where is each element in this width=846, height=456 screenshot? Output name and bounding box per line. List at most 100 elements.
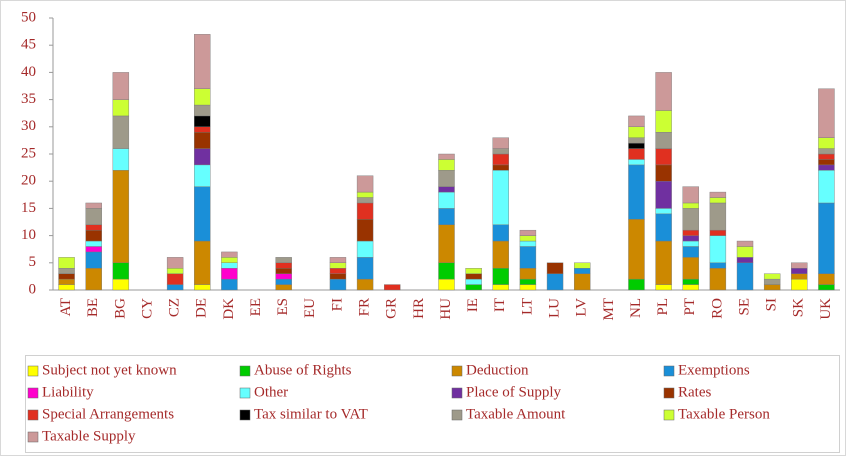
bar-segment [573,262,591,269]
bar-segment [818,159,835,166]
bar-segment [194,88,211,106]
x-tick-label: SK [791,298,807,317]
bar-segment [58,284,75,291]
x-tick-label: AT [58,298,74,316]
bar-segment [329,273,347,280]
bar-segment [221,257,238,263]
x-tick-label: IE [465,298,481,312]
x-tick-label: BG [112,298,128,319]
bar-segment [682,235,699,242]
bar-segment [166,268,184,274]
bar-segment [194,104,211,117]
bar-segment [818,153,835,160]
bar-segment [275,257,292,263]
bar-segment [58,273,75,280]
bar-segment [384,284,401,291]
bar-segment [519,278,537,285]
x-tick-label: BE [85,298,101,317]
bar-segment [492,164,509,171]
bar-segment [818,170,835,204]
bar-segment [438,191,455,209]
bar-segment [709,262,727,269]
bar-segment [655,208,672,215]
bar-segment [519,284,537,291]
bar-segment [438,224,455,264]
bar-segment [818,284,835,291]
x-tick-label: PL [655,298,671,316]
y-tick-label: 10 [21,227,36,243]
bar-segment [356,278,374,291]
x-tick-label: UK [818,298,834,320]
bar-segment [655,132,672,149]
bar-segment [112,262,130,280]
bar-segment [438,186,455,193]
legend-label: Deduction [466,362,529,378]
bar-segment [166,257,184,269]
bar-segment [682,202,699,209]
bar-segment [465,268,482,274]
bar-segment [519,246,537,269]
bar-segment [628,219,645,280]
bar-segment [356,197,374,204]
bar-segment [356,219,374,242]
bar-segment [492,240,509,269]
legend-label: Special Arrangements [42,406,174,422]
bar-segment [736,257,754,263]
bar-segment [465,278,482,285]
bar-segment [85,246,102,253]
bar-segment [682,257,699,280]
bar-segment [438,170,455,187]
bar-segment [85,240,102,247]
y-tick-label: 45 [21,37,36,53]
bar-segment [329,278,347,291]
bar-segment [438,262,455,280]
bar-segment [709,235,727,264]
bar-segment [628,115,645,127]
bar-segment [791,268,808,274]
y-tick-label: 20 [21,173,36,189]
bar-segment [112,278,130,291]
bar-segment [438,153,455,160]
bar-segment [166,284,184,291]
bar-segment [221,278,238,291]
legend-label: Taxable Person [678,406,770,422]
bar-segment [356,191,374,198]
y-tick-label: 15 [21,200,36,216]
bar-segment [546,262,564,274]
bar-segment [682,278,699,285]
bar-segment [166,273,184,285]
x-tick-label: SI [764,298,780,311]
bar-segment [628,142,645,149]
bar-segment [492,170,509,225]
bar-segment [818,202,835,274]
bar-segment [573,273,591,291]
legend-swatch [27,431,39,443]
bar-segment [655,110,672,133]
bar-segment [709,202,727,231]
y-tick-label: 0 [29,281,37,297]
bar-segment [492,137,509,149]
y-tick-label: 40 [21,64,36,80]
bar-segment [682,208,699,231]
bar-segment [519,229,537,236]
bar-segment [655,164,672,182]
legend-swatch [663,365,675,377]
y-tick-label: 35 [21,91,36,107]
bar-segment [221,268,238,280]
x-tick-label: LU [546,298,562,318]
bar-segment [682,284,699,291]
bar-segment [573,268,591,274]
bar-segment [85,229,102,242]
bar-segment [58,278,75,285]
bar-segment [655,72,672,111]
bar-segment [194,115,211,127]
legend-label: Rates [678,384,711,400]
bar-segment [519,240,537,247]
bar-segment [628,159,645,166]
x-tick-label: MT [601,298,617,321]
x-tick-label: DE [194,298,210,318]
bar-segment [356,240,374,258]
bar-segment [275,268,292,274]
bar-segment [791,273,808,280]
bar-segment [356,257,374,280]
